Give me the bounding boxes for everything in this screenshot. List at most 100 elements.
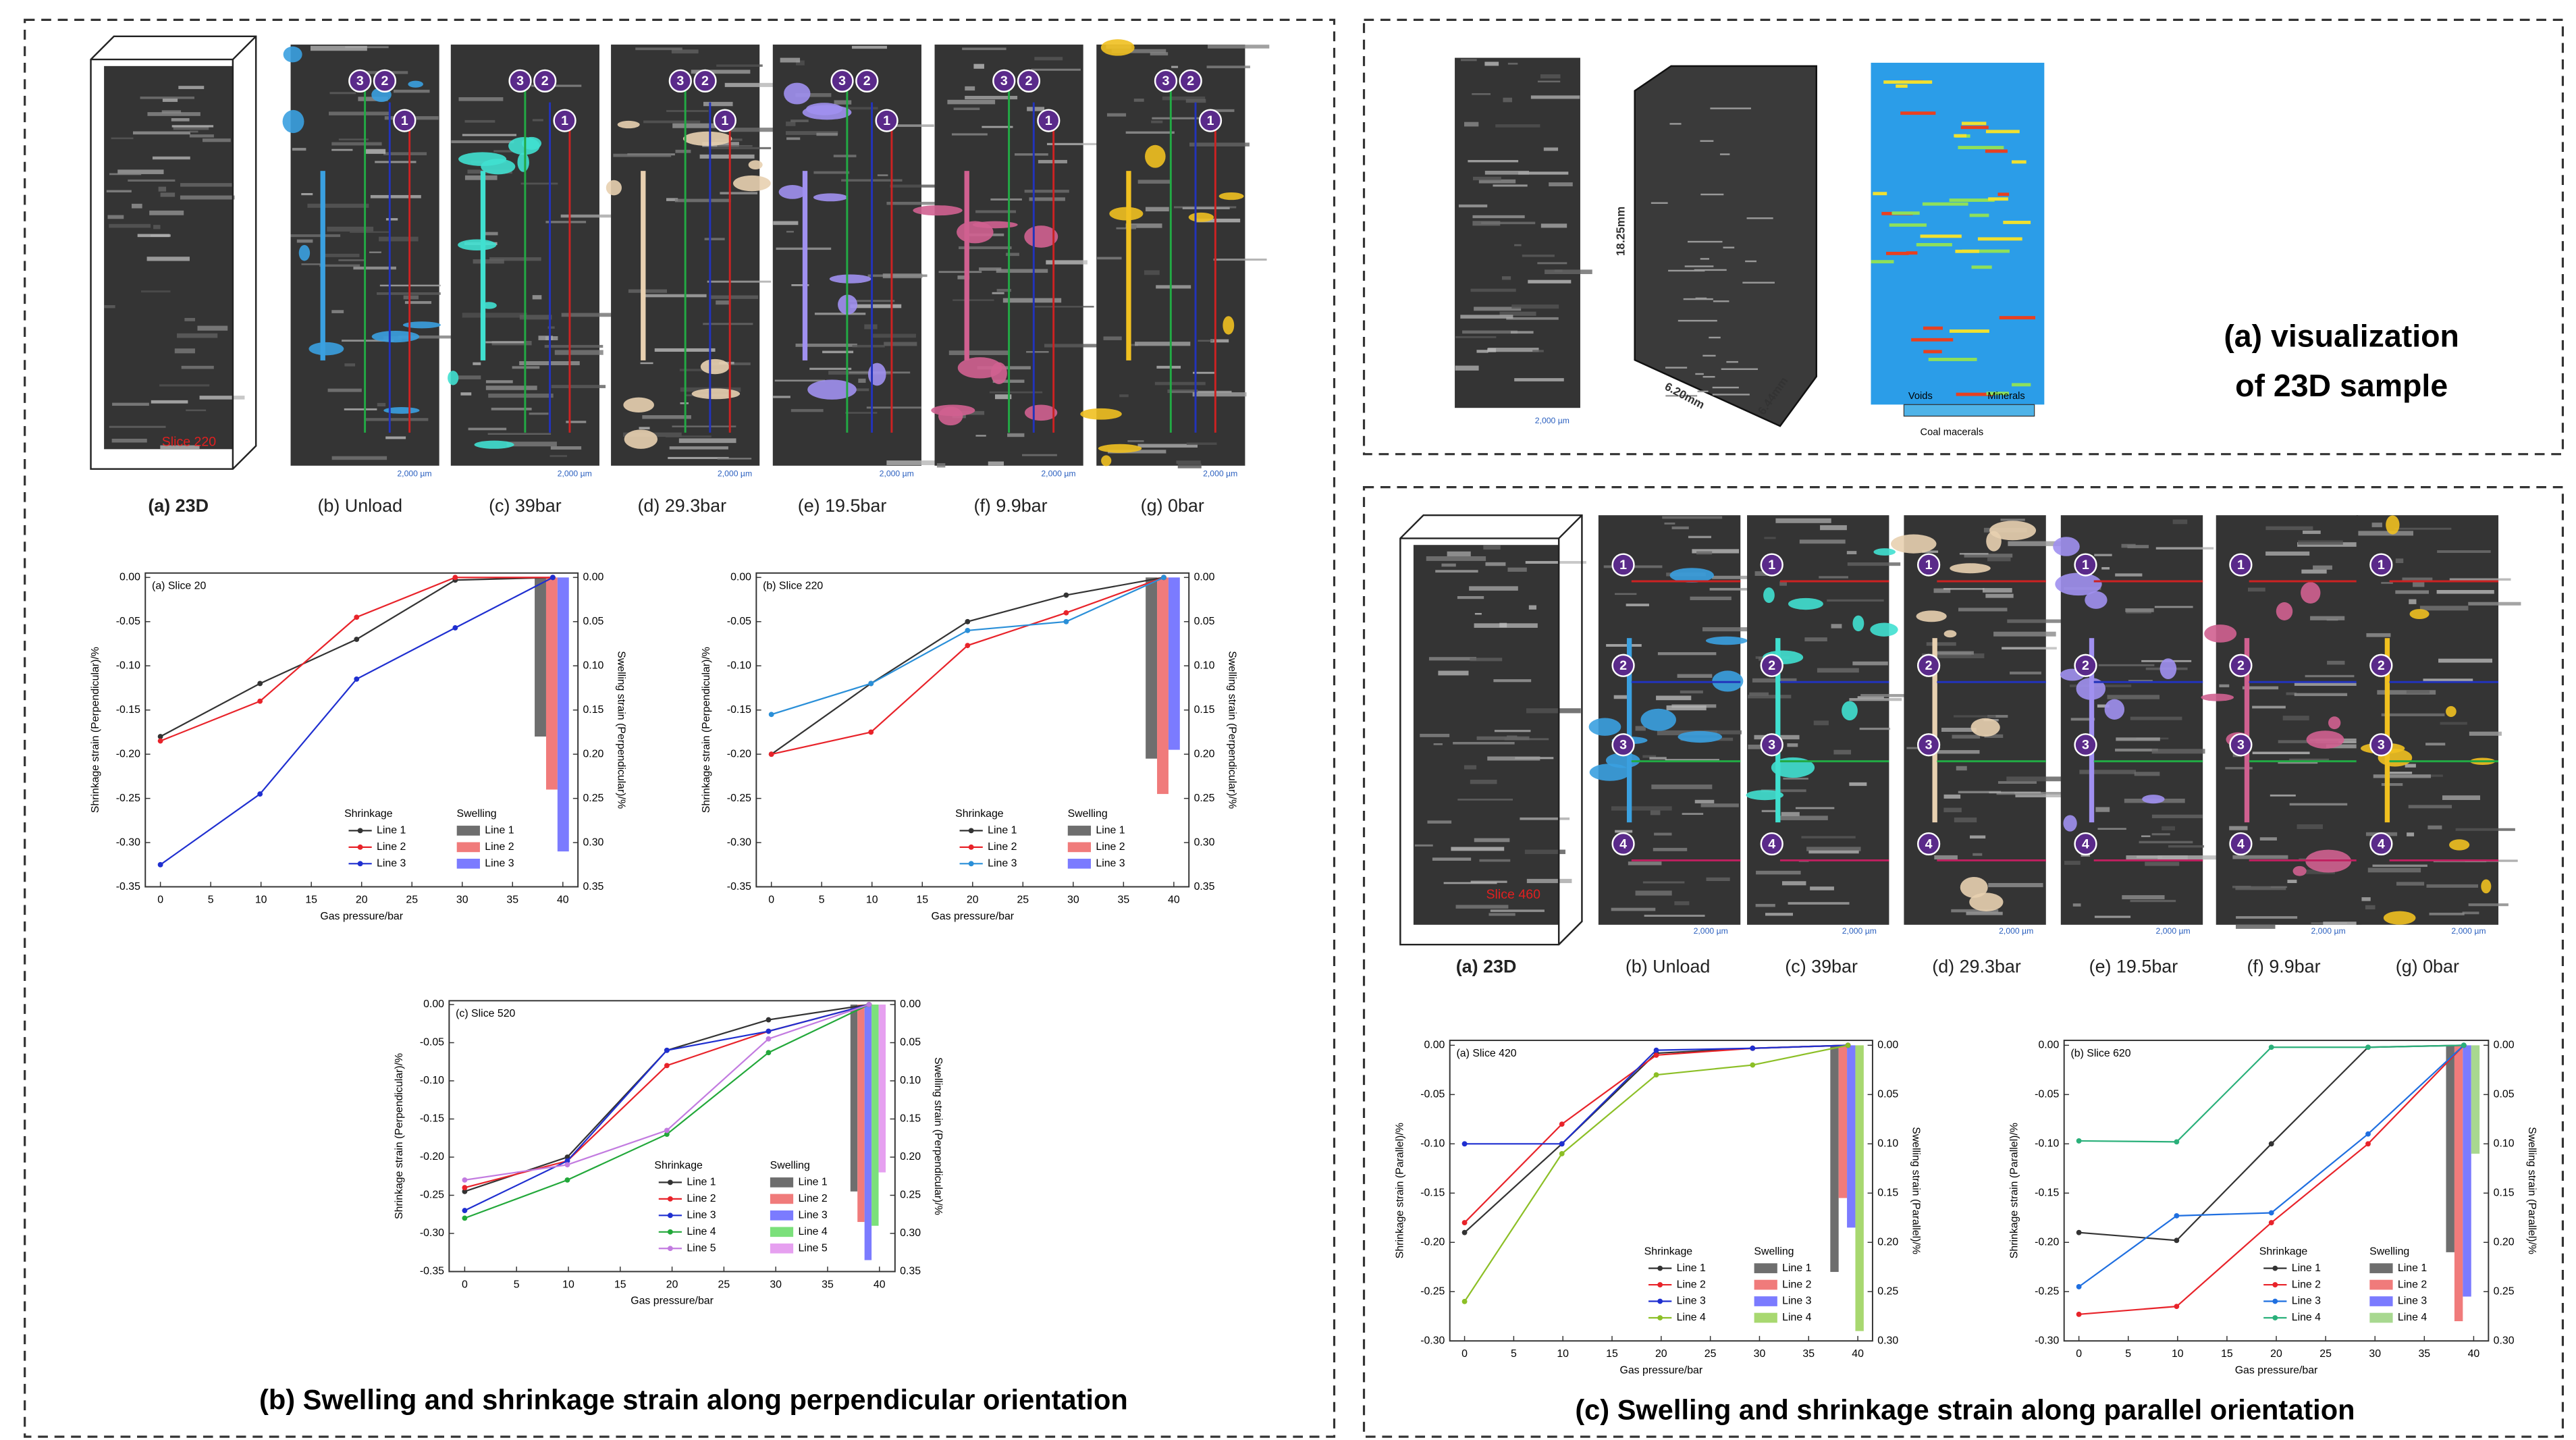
- legend-label: Line 2: [1096, 841, 1125, 853]
- mineral: [1763, 587, 1775, 604]
- texture: [1752, 678, 1797, 683]
- legend-label: Line 3: [2398, 1296, 2427, 1307]
- texture: [457, 375, 481, 379]
- y2-tick-label: 0.10: [583, 660, 603, 671]
- data-point: [462, 1188, 468, 1194]
- y-tick-label: 0.00: [730, 572, 751, 583]
- texture: [1493, 184, 1528, 187]
- texture: [2130, 899, 2176, 903]
- texture: [1747, 695, 1792, 699]
- mineral: [1188, 212, 1214, 222]
- legend-label: Line 4: [1677, 1312, 1706, 1323]
- texture: [1873, 192, 1887, 196]
- texture: [1677, 674, 1713, 678]
- texture: [1156, 365, 1181, 369]
- legend-label: Line 3: [988, 858, 1017, 870]
- texture: [1702, 627, 1763, 632]
- x-tick-label: 5: [1511, 1348, 1517, 1360]
- texture: [342, 340, 394, 342]
- data-point: [462, 1185, 468, 1191]
- texture: [2407, 832, 2415, 836]
- texture: [109, 223, 151, 228]
- y2-axis-title: Swelling strain (Perpendicular)/%: [1227, 651, 1238, 809]
- texture: [1820, 525, 1847, 531]
- y-tick-label: -0.10: [2035, 1138, 2059, 1150]
- legend-swatch: [968, 861, 974, 867]
- y2-tick-label: 0.00: [1194, 572, 1215, 583]
- colorbar-label: Minerals: [1987, 391, 2024, 402]
- mineral: [2276, 602, 2293, 620]
- x-tick-label: 10: [1557, 1348, 1569, 1360]
- texture: [1540, 74, 1561, 79]
- texture: [365, 418, 429, 421]
- data-point: [1461, 1229, 1468, 1235]
- legend-label: Line 2: [1782, 1279, 1811, 1290]
- y-axis-title: Shrinkage strain (Perpendicular)/%: [394, 1053, 405, 1219]
- texture: [1696, 551, 1713, 555]
- texture: [1654, 832, 1672, 836]
- y2-tick-label: 0.05: [900, 1037, 921, 1048]
- data-point: [2268, 1220, 2274, 1225]
- data-point: [2174, 1212, 2180, 1219]
- texture: [112, 402, 149, 406]
- mineral: [2201, 693, 2234, 701]
- data-point: [664, 1063, 670, 1069]
- texture: [1700, 193, 1724, 196]
- texture: [160, 445, 200, 450]
- texture: [301, 193, 313, 196]
- line-marker: [2369, 654, 2393, 677]
- texture: [773, 396, 790, 398]
- texture: [1787, 743, 1798, 747]
- legend-swatch: [357, 861, 363, 867]
- legend-label: Line 2: [798, 1193, 827, 1204]
- texture: [1014, 153, 1048, 156]
- texture: [2219, 684, 2230, 688]
- texture: [1923, 350, 1942, 354]
- texture: [2468, 602, 2521, 606]
- line-marker-label: 1: [1045, 113, 1052, 128]
- data-point: [2268, 1210, 2274, 1216]
- texture: [1470, 658, 1503, 662]
- texture: [1985, 130, 2020, 134]
- texture: [1186, 442, 1217, 446]
- y-tick-label: -0.05: [116, 616, 140, 627]
- y2-axis-title: Swelling strain (Parallel)/%: [1910, 1127, 1921, 1254]
- legend-label: Line 1: [2398, 1262, 2427, 1274]
- texture: [1474, 612, 1482, 615]
- legend-title: Shrinkage: [955, 808, 1004, 820]
- texture: [1031, 68, 1081, 71]
- texture: [109, 425, 166, 428]
- mineral: [1098, 444, 1142, 453]
- texture: [327, 388, 362, 392]
- texture: [2406, 690, 2430, 694]
- texture: [1849, 698, 1902, 701]
- ct-image: [2356, 515, 2499, 925]
- mineral: [2159, 658, 2177, 680]
- texture: [1806, 847, 1861, 851]
- colorbar-label: Coal macerals: [1921, 427, 1984, 438]
- texture: [833, 155, 857, 157]
- texture: [1510, 331, 1534, 334]
- mineral: [2053, 537, 2080, 556]
- texture: [1642, 755, 1657, 758]
- plot-frame: [144, 572, 579, 888]
- line-marker-label: 2: [863, 74, 871, 88]
- texture: [1156, 285, 1191, 289]
- texture: [2287, 880, 2297, 884]
- texture: [1626, 604, 1649, 607]
- mineral: [807, 379, 857, 400]
- texture: [1462, 330, 1518, 334]
- line-marker: [2229, 654, 2253, 677]
- y-tick-label: -0.10: [116, 660, 140, 671]
- texture: [1664, 523, 1675, 525]
- texture: [1987, 715, 2008, 718]
- mineral: [282, 109, 304, 134]
- texture: [1896, 84, 1908, 88]
- texture: [344, 363, 356, 367]
- data-point: [766, 1017, 772, 1023]
- texture: [1801, 836, 1856, 838]
- texture: [2098, 664, 2155, 666]
- texture: [1611, 907, 1656, 911]
- texture: [2168, 845, 2205, 848]
- texture: [1150, 52, 1169, 56]
